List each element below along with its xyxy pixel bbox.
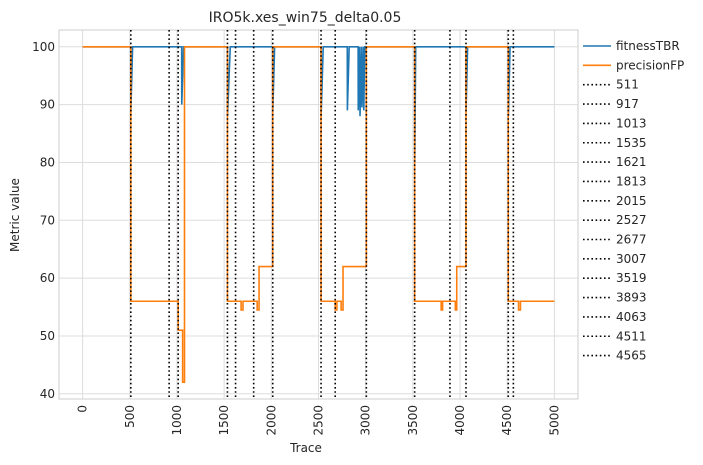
legend-label: 917 — [616, 97, 639, 111]
legend-label: fitnessTBR — [616, 39, 680, 53]
x-tick-label: 3000 — [359, 405, 373, 436]
series-line-precisionfp — [82, 45, 555, 384]
x-tick-label: 1000 — [170, 405, 184, 436]
x-tick-label: 2000 — [264, 405, 278, 436]
x-tick-label: 5000 — [547, 405, 561, 436]
legend-label: 4511 — [616, 329, 647, 343]
x-tick-labels: 0 500 1000 1500 2000 2500 3000 3500 4000 4500 5000 — [76, 405, 562, 436]
series-layer — [82, 45, 555, 384]
legend-label: 1621 — [616, 155, 647, 169]
legend-label: 3893 — [616, 291, 647, 305]
x-tick-label: 4000 — [453, 405, 467, 436]
legend-label: 4565 — [616, 349, 647, 363]
x-tick-label: 3500 — [406, 405, 420, 436]
series-line-fitnesstbr — [82, 45, 555, 163]
legend-label: 2527 — [616, 213, 647, 227]
legend-label: 1013 — [616, 116, 647, 130]
legend-label: 2677 — [616, 233, 647, 247]
legend-label: 1813 — [616, 174, 647, 188]
grid — [59, 30, 578, 399]
y-tick-label: 100 — [32, 40, 55, 54]
legend-label: 3519 — [616, 271, 647, 285]
y-axis-label: Metric value — [8, 178, 22, 252]
legend: fitnessTBR precisionFP 511 917 1013 1535 1621 1… — [583, 39, 684, 363]
y-tick-label: 50 — [40, 329, 55, 343]
legend-label: 2015 — [616, 194, 647, 208]
legend-label: 4063 — [616, 310, 647, 324]
x-tick-label: 4500 — [500, 405, 514, 436]
y-tick-label: 90 — [40, 98, 55, 112]
x-tick-label: 2500 — [312, 405, 326, 436]
y-tick-labels: 40 50 60 70 80 90 100 — [32, 40, 55, 401]
x-tick-label: 0 — [76, 405, 90, 413]
legend-label: 1535 — [616, 136, 647, 150]
legend-label: 511 — [616, 78, 639, 92]
x-tick-label: 500 — [123, 405, 137, 428]
legend-label: 3007 — [616, 252, 647, 266]
x-axis-label: Trace — [289, 441, 322, 455]
vline-layer — [130, 30, 515, 399]
y-tick-label: 70 — [40, 213, 55, 227]
y-tick-label: 40 — [40, 387, 55, 401]
y-tick-label: 80 — [40, 155, 55, 169]
legend-label: precisionFP — [616, 58, 684, 72]
plot-area — [58, 29, 579, 400]
y-tick-label: 60 — [40, 271, 55, 285]
x-tick-label: 1500 — [217, 405, 231, 436]
chart-title: IRO5k.xes_win75_delta0.05 — [209, 10, 402, 26]
